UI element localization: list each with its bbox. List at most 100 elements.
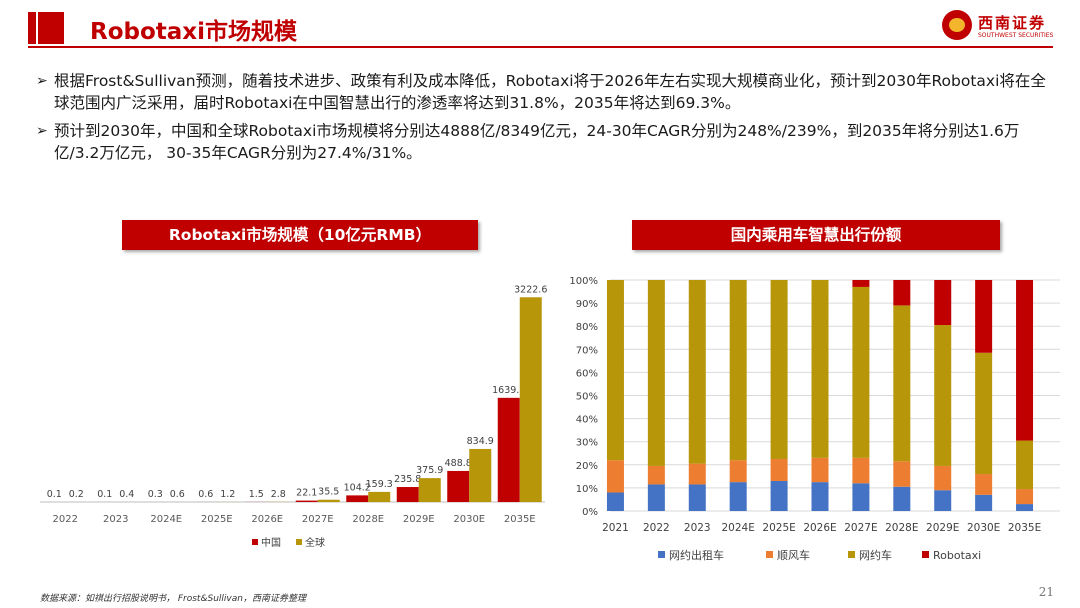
stacked-segment-顺风车-2024E bbox=[730, 460, 747, 482]
company-logo: 西南证券 SOUTHWEST SECURITIES bbox=[942, 10, 1054, 44]
data-label: 2.8 bbox=[271, 489, 286, 500]
data-label: 375.9 bbox=[416, 465, 443, 476]
title-accent-bar bbox=[28, 12, 36, 44]
stacked-segment-顺风车-2026E bbox=[812, 458, 829, 482]
y-tick-label: 30% bbox=[576, 438, 598, 449]
x-tick-label: 2030E bbox=[967, 522, 1000, 534]
data-label: 3222.6 bbox=[514, 284, 547, 295]
legend-swatch bbox=[296, 539, 302, 545]
share-chart: 0%10%20%30%40%50%60%70%80%90%100%2021 202… bbox=[560, 268, 1070, 578]
stacked-segment-网约车-2027E bbox=[852, 287, 869, 458]
title-divider bbox=[28, 46, 1053, 48]
x-tick-label: 2035E bbox=[504, 514, 536, 525]
stacked-segment-网约出租车-2024E bbox=[730, 482, 747, 511]
y-tick-label: 100% bbox=[569, 276, 598, 287]
bullet-text: 根据Frost&Sullivan预测，随着技术进步、政策有利及成本降低，Robo… bbox=[54, 72, 1046, 112]
y-tick-label: 0% bbox=[582, 507, 598, 518]
legend-swatch bbox=[922, 551, 929, 558]
stacked-segment-顺风车-2029E bbox=[934, 466, 951, 490]
data-label: 159.3 bbox=[366, 479, 393, 490]
bar-china-2027E bbox=[296, 501, 318, 502]
bar-global-2027E bbox=[318, 500, 340, 502]
bullet-item: ➢ 根据Frost&Sullivan预测，随着技术进步、政策有利及成本降低，Ro… bbox=[36, 70, 1046, 114]
stacked-segment-Robotaxi-2027E bbox=[852, 280, 869, 287]
legend-label: Robotaxi bbox=[933, 549, 981, 562]
x-tick-label: 2025E bbox=[201, 514, 233, 525]
bar-global-2035E bbox=[520, 297, 542, 502]
stacked-segment-网约出租车-2026E bbox=[812, 482, 829, 511]
legend-label: 全球 bbox=[305, 536, 325, 549]
title-accent-block bbox=[38, 12, 64, 44]
x-tick-label: 2029E bbox=[403, 514, 435, 525]
y-tick-label: 50% bbox=[576, 392, 598, 403]
data-source-note: 数据来源：如祺出行招股说明书， Frost&Sullivan，西南证券整理 bbox=[40, 591, 306, 604]
data-label: 35.5 bbox=[318, 487, 339, 498]
y-tick-label: 40% bbox=[576, 415, 598, 426]
arrow-bullet-icon: ➢ bbox=[36, 120, 48, 142]
legend-swatch bbox=[252, 539, 258, 545]
stacked-segment-顺风车-2023 bbox=[689, 464, 706, 485]
x-tick-label: 2021 bbox=[602, 522, 629, 534]
bar-china-2028E bbox=[346, 495, 368, 502]
page-number: 21 bbox=[1039, 585, 1054, 599]
stacked-segment-网约出租车-2035E bbox=[1016, 504, 1033, 511]
stacked-segment-网约车-2029E bbox=[934, 325, 951, 466]
x-tick-label: 2023 bbox=[103, 514, 128, 525]
legend-label: 顺风车 bbox=[777, 548, 810, 562]
x-tick-label: 2026E bbox=[803, 522, 836, 534]
bullet-item: ➢ 预计到2030年，中国和全球Robotaxi市场规模将分别达4888亿/83… bbox=[36, 120, 1046, 164]
data-label: 0.6 bbox=[198, 489, 213, 500]
bar-china-2030E bbox=[447, 471, 469, 502]
x-tick-label: 2028E bbox=[885, 522, 918, 534]
stacked-segment-网约车-2028E bbox=[893, 305, 910, 461]
legend-label: 网约车 bbox=[859, 548, 892, 562]
x-tick-label: 2035E bbox=[1008, 522, 1041, 534]
stacked-segment-网约出租车-2021 bbox=[607, 493, 624, 511]
x-tick-label: 2025E bbox=[762, 522, 795, 534]
stacked-segment-Robotaxi-2030E bbox=[975, 280, 992, 353]
stacked-segment-顺风车-2025E bbox=[771, 459, 788, 481]
stacked-segment-顺风车-2021 bbox=[607, 460, 624, 492]
stacked-segment-网约出租车-2029E bbox=[934, 490, 951, 511]
page-title: Robotaxi市场规模 bbox=[90, 12, 297, 46]
stacked-segment-网约出租车-2023 bbox=[689, 484, 706, 511]
data-label: 488.8 bbox=[445, 458, 472, 469]
y-tick-label: 80% bbox=[576, 322, 598, 333]
stacked-segment-网约出租车-2025E bbox=[771, 481, 788, 511]
data-label: 0.2 bbox=[69, 489, 84, 500]
stacked-segment-顺风车-2030E bbox=[975, 474, 992, 495]
share-chart-title: 国内乘用车智慧出行份额 bbox=[632, 220, 1000, 250]
bullet-list: ➢ 根据Frost&Sullivan预测，随着技术进步、政策有利及成本降低，Ro… bbox=[36, 70, 1046, 170]
stacked-segment-网约车-2030E bbox=[975, 353, 992, 474]
logo-emblem-icon bbox=[942, 10, 972, 40]
stacked-segment-网约车-2023 bbox=[689, 280, 706, 464]
data-label: 0.1 bbox=[47, 489, 62, 500]
market-size-chart-title: Robotaxi市场规模（10亿元RMB） bbox=[122, 220, 478, 250]
legend-label: 网约出租车 bbox=[669, 548, 724, 562]
stacked-segment-网约出租车-2028E bbox=[893, 487, 910, 511]
x-tick-label: 2023 bbox=[684, 522, 711, 534]
stacked-segment-顺风车-2027E bbox=[852, 458, 869, 483]
x-tick-label: 2024E bbox=[722, 522, 755, 534]
bar-global-2029E bbox=[419, 478, 441, 502]
x-tick-label: 2027E bbox=[302, 514, 334, 525]
data-label: 0.4 bbox=[119, 489, 134, 500]
x-tick-label: 2026E bbox=[251, 514, 283, 525]
stacked-segment-网约车-2021 bbox=[607, 280, 624, 460]
arrow-bullet-icon: ➢ bbox=[36, 70, 48, 92]
stacked-segment-Robotaxi-2028E bbox=[893, 280, 910, 305]
x-tick-label: 2028E bbox=[352, 514, 384, 525]
data-label: 22.1 bbox=[296, 488, 317, 499]
market-size-chart: 0.1 0.2 2022 0.1 0.4 2023 0.3 0.6 2024E 0.6 1.2 202… bbox=[30, 268, 550, 568]
stacked-segment-Robotaxi-2029E bbox=[934, 280, 951, 325]
bar-china-2035E bbox=[498, 398, 520, 502]
stacked-segment-网约出租车-2027E bbox=[852, 483, 869, 511]
stacked-segment-网约车-2026E bbox=[812, 280, 829, 458]
x-tick-label: 2024E bbox=[150, 514, 182, 525]
title-bar: Robotaxi市场规模 西南证券 SOUTHWEST SECURITIES bbox=[0, 0, 1080, 52]
y-tick-label: 90% bbox=[576, 299, 598, 310]
legend-label: 中国 bbox=[261, 536, 281, 549]
logo-chinese-name: 西南证券 bbox=[978, 12, 1046, 33]
stacked-segment-网约出租车-2030E bbox=[975, 495, 992, 511]
stacked-segment-Robotaxi-2035E bbox=[1016, 280, 1033, 441]
